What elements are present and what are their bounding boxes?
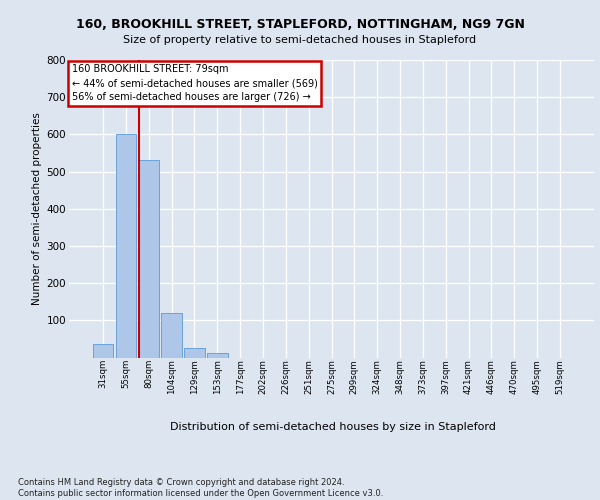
Bar xyxy=(93,344,113,358)
Text: 160, BROOKHILL STREET, STAPLEFORD, NOTTINGHAM, NG9 7GN: 160, BROOKHILL STREET, STAPLEFORD, NOTTI… xyxy=(76,18,524,30)
Bar xyxy=(116,134,136,358)
Text: Size of property relative to semi-detached houses in Stapleford: Size of property relative to semi-detach… xyxy=(124,35,476,45)
Bar xyxy=(139,160,159,358)
Bar xyxy=(207,353,227,358)
Y-axis label: Number of semi-detached properties: Number of semi-detached properties xyxy=(32,112,43,305)
Text: Contains HM Land Registry data © Crown copyright and database right 2024.
Contai: Contains HM Land Registry data © Crown c… xyxy=(18,478,383,498)
Text: 160 BROOKHILL STREET: 79sqm
← 44% of semi-detached houses are smaller (569)
56% : 160 BROOKHILL STREET: 79sqm ← 44% of sem… xyxy=(71,64,317,102)
Bar xyxy=(184,348,205,358)
Bar xyxy=(161,313,182,358)
Text: Distribution of semi-detached houses by size in Stapleford: Distribution of semi-detached houses by … xyxy=(170,422,496,432)
